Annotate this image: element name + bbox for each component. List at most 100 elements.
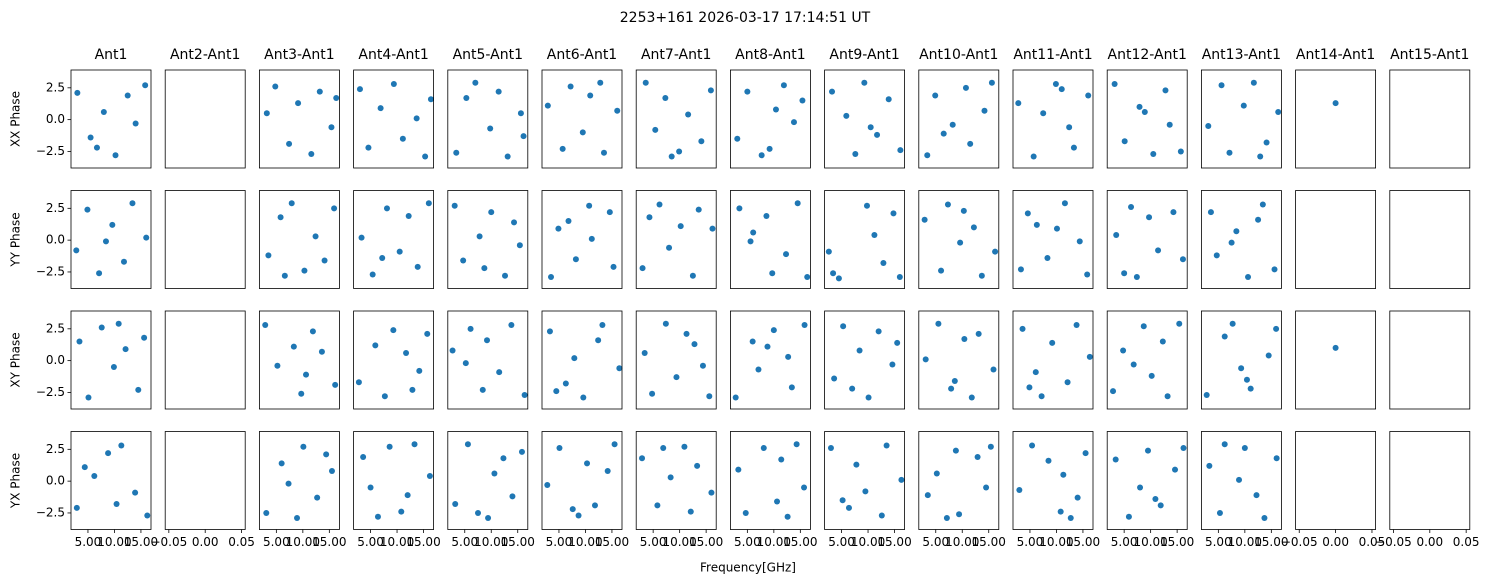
point (413, 115, 420, 122)
point (414, 263, 421, 270)
point (403, 350, 410, 356)
point (488, 209, 495, 216)
point (73, 247, 80, 254)
point (689, 272, 696, 279)
point (474, 509, 481, 516)
point (509, 493, 516, 500)
point (409, 386, 416, 393)
point (73, 504, 80, 511)
point (143, 234, 150, 241)
point (856, 347, 863, 354)
panel-title: Ant6-Ant1 (547, 47, 617, 63)
point (691, 341, 698, 348)
point (649, 390, 656, 397)
point (780, 82, 787, 89)
panel-frame (353, 431, 435, 530)
point (978, 272, 985, 279)
x-tick-label: 10.00 (474, 535, 508, 549)
y-axis-label: YY Phase (9, 212, 23, 267)
point (1236, 476, 1243, 483)
point (1086, 353, 1093, 360)
point (516, 242, 523, 249)
point (654, 502, 661, 509)
x-tick-label: 15.00 (501, 535, 535, 549)
panel-frame (1389, 69, 1471, 169)
point (1110, 388, 1117, 395)
panel-frame (164, 190, 246, 289)
point (141, 334, 148, 341)
panel-frame (258, 310, 340, 410)
point (962, 84, 969, 91)
point (591, 502, 598, 509)
panel-frame (1012, 431, 1094, 530)
point (1179, 256, 1186, 263)
point (896, 274, 903, 281)
point (755, 366, 762, 373)
point (508, 322, 515, 328)
y-tick-label: 0.0 (46, 112, 65, 126)
point (1155, 247, 1162, 254)
x-tick-label: 10.00 (662, 535, 696, 549)
panel-frame (824, 69, 905, 169)
point (485, 515, 492, 522)
panel-frame (918, 310, 1000, 410)
panel-frame (1012, 310, 1094, 410)
point (462, 360, 469, 367)
point (1019, 325, 1026, 332)
point (683, 330, 690, 337)
point (827, 445, 834, 452)
y-axis-label: YX Phase (9, 453, 23, 509)
point (122, 346, 129, 353)
point (314, 494, 321, 501)
x-tick-label: 0.00 (1322, 535, 1349, 549)
panel-frame (730, 190, 811, 289)
point (476, 233, 483, 240)
x-tick-label: 15.00 (406, 535, 440, 549)
point (685, 111, 692, 118)
panel-title: Ant3-Ant1 (264, 47, 334, 63)
panel-frame (541, 431, 623, 530)
point (1176, 320, 1183, 327)
point (588, 235, 595, 242)
point (360, 453, 367, 460)
x-tick-label: 10.00 (286, 535, 320, 549)
point (1152, 495, 1159, 502)
point (885, 96, 892, 103)
point (970, 224, 977, 231)
x-tick-label: 5.00 (451, 535, 478, 549)
point (333, 95, 340, 101)
x-tick-label: 5.00 (1111, 535, 1138, 549)
point (1228, 239, 1235, 246)
point (830, 270, 837, 277)
point (1074, 494, 1081, 501)
point (1113, 232, 1120, 239)
point (427, 96, 434, 103)
panel-frame (1295, 310, 1376, 410)
point (862, 488, 869, 495)
point (278, 460, 285, 467)
point (113, 501, 120, 508)
point (328, 467, 335, 474)
point (565, 218, 572, 225)
point (766, 145, 773, 152)
point (555, 225, 562, 232)
point (1226, 149, 1233, 156)
panel-frame (635, 310, 717, 410)
point (1243, 376, 1250, 383)
point (992, 248, 999, 255)
point (1032, 369, 1039, 376)
point (614, 107, 621, 114)
panel-frame (353, 190, 435, 289)
point (1076, 238, 1083, 245)
panel-frame (1201, 431, 1282, 530)
x-tick-label: 15.00 (783, 535, 817, 549)
point (801, 322, 808, 328)
point (943, 515, 950, 522)
point (595, 337, 602, 344)
x-tick-label: 0.00 (192, 535, 219, 549)
panel-frame (635, 190, 717, 289)
y-tick-label: 2.5 (46, 321, 65, 335)
point (467, 325, 474, 332)
point (100, 109, 107, 115)
